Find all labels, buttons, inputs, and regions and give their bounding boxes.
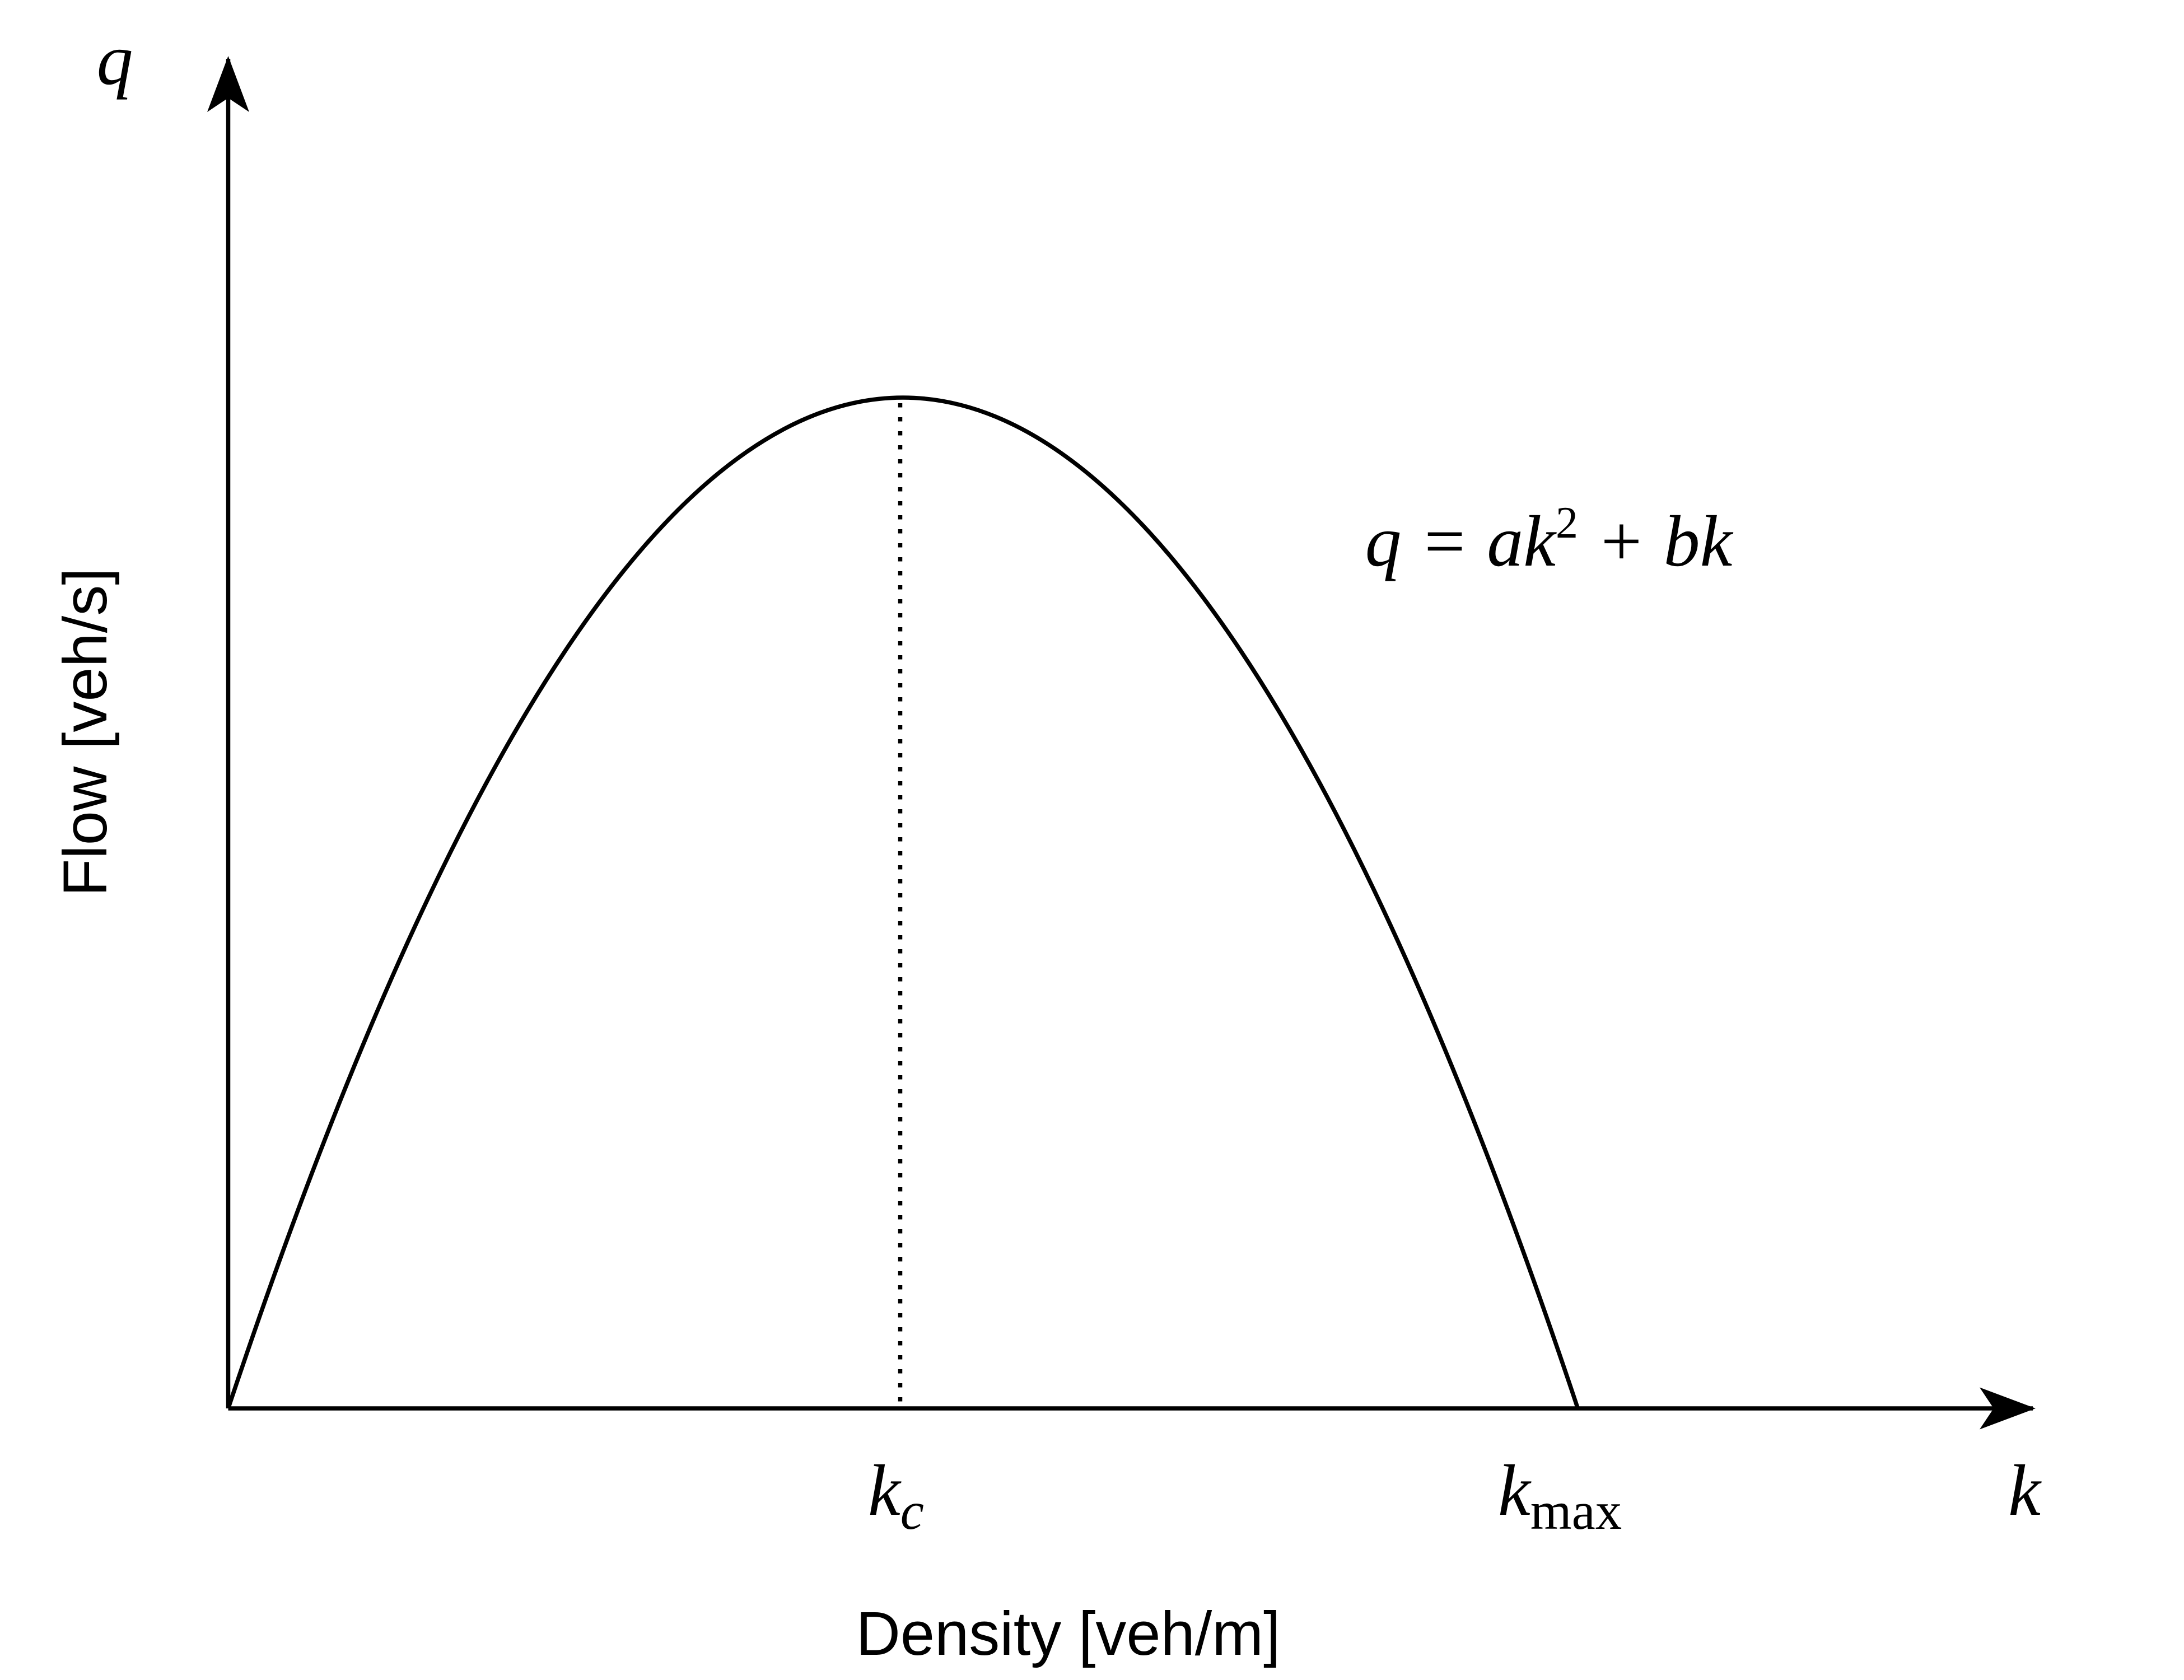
equation-left: q = ak xyxy=(1365,501,1557,582)
y-axis-symbol: q xyxy=(97,20,133,100)
x-axis-label: Density [veh/m] xyxy=(856,1599,1280,1668)
critical-marker: kc xyxy=(868,1450,924,1541)
critical-sub: c xyxy=(900,1481,924,1541)
max-base: k xyxy=(1498,1450,1532,1531)
max-sub: max xyxy=(1530,1481,1622,1541)
equation: q = ak2 + bk xyxy=(1365,498,1734,582)
y-axis-label: Flow [veh/s] xyxy=(51,568,120,897)
equation-right: + bk xyxy=(1578,501,1734,582)
x-axis-symbol: k xyxy=(2008,1450,2042,1531)
max-marker: kmax xyxy=(1498,1450,1622,1541)
critical-base: k xyxy=(868,1450,902,1531)
equation-power: 2 xyxy=(1556,498,1578,548)
flow-curve xyxy=(226,395,1580,1410)
